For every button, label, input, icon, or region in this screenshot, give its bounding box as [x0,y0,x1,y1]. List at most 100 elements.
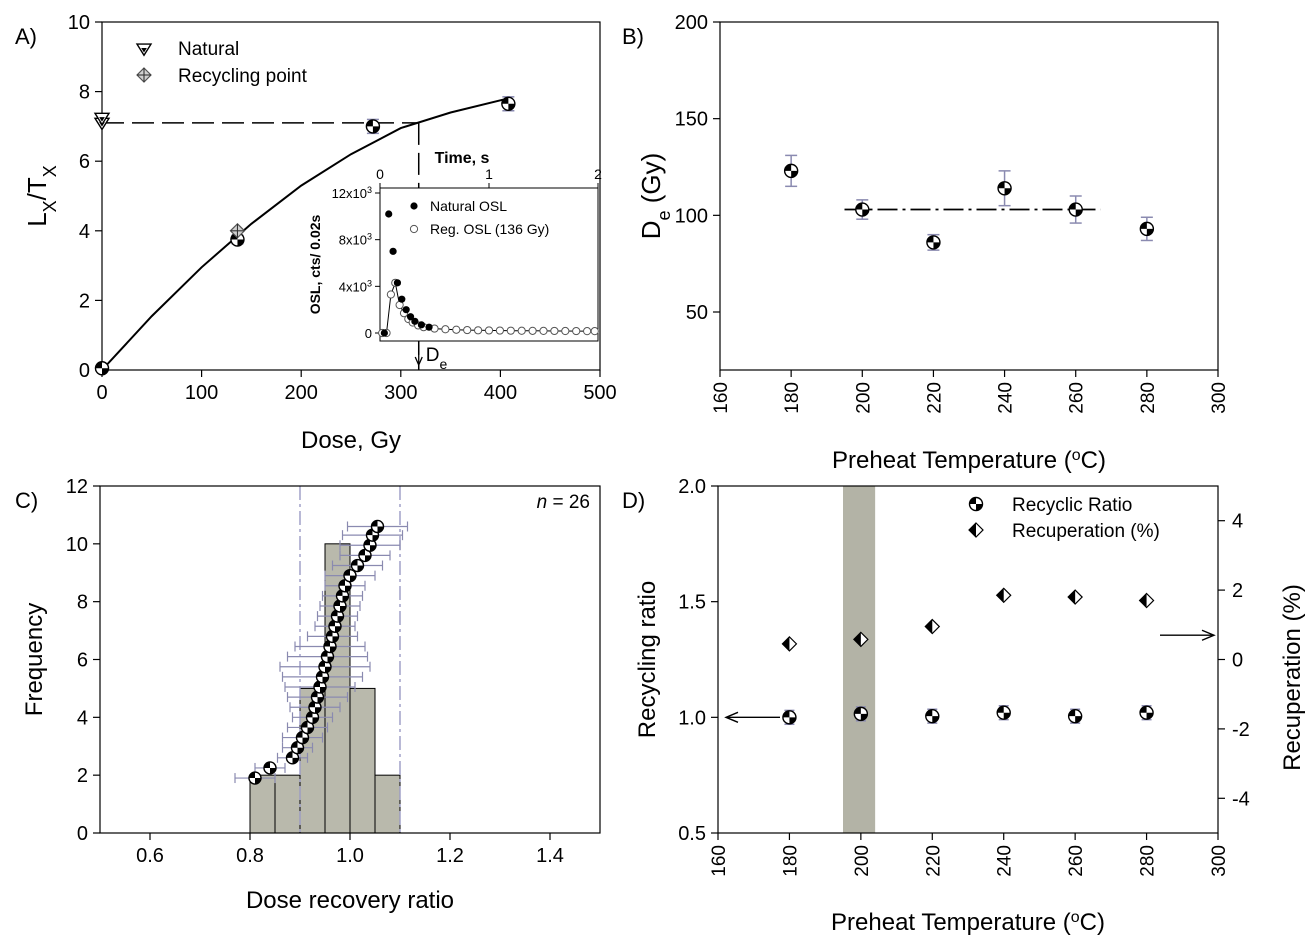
data-point-recuperation [924,618,941,635]
marker-q2 [307,727,314,734]
panel-d: D)160 180 200 220 240 260 280 3000.51.01.52.0-4… [622,476,1306,936]
inset-point-reg [495,326,504,335]
data-point [363,538,377,552]
x-tick-label: 1.4 [536,845,564,867]
inset-legend-marker-reg [409,224,419,234]
marker-q1 [855,203,863,210]
marker-q2 [320,686,326,693]
y-tick-label: 50 [686,302,708,324]
de-label-main: D [426,345,440,366]
natural-point [93,112,111,126]
inset-point-natural [406,313,415,321]
marker-q1 [364,539,370,546]
inset-point-reg [441,325,450,334]
panel-label: B) [622,24,644,49]
marker-q2 [322,676,329,683]
panel-c: C) 0.6 0.8 1.0 1.2 1.4 0 2 4 6 8 10 12 Dose recovery … [15,476,601,914]
y-tick-label: 6 [79,151,90,173]
marker-half [1139,593,1147,608]
x-tick-label: 240 [995,845,1016,877]
x-axis-label: Preheat Temperature (oC) [831,909,1105,937]
marker-q1 [291,741,298,748]
marker-q1 [1069,203,1076,210]
y-tick-label: 150 [675,109,708,131]
marker-q1 [311,691,318,698]
marker-q2 [342,595,349,602]
data-point-ratio [1139,705,1154,720]
marker-q1 [309,701,315,708]
inset-y-tick-exp: 3 [367,278,372,288]
inset-point-reg [484,326,494,335]
y-axis-label: Recycling ratio [634,581,661,738]
marker-q1 [782,710,790,718]
marker-q2 [337,616,344,623]
marker-q2 [1075,209,1083,217]
histogram-bar [274,774,301,834]
marker-q1 [331,610,338,617]
marker-q2 [1004,188,1012,195]
inset-point-reg [517,326,526,335]
y-tick-label: 0 [79,360,90,382]
marker-half [969,523,976,537]
marker-q1 [321,650,328,657]
data-point-ratio [853,706,869,722]
marker-q2 [237,239,244,246]
data-point [325,629,340,644]
marker-q1 [339,579,345,586]
data-point [94,361,110,376]
x-tick-label: 220 [923,845,944,877]
x-label-sup: o [1072,447,1081,464]
y-tick-label: 10 [66,534,88,556]
de-arrow-head [414,356,423,367]
marker-q2 [976,504,983,511]
inset-y-tick-label: 0 [365,326,372,341]
inset-point-reg [528,326,537,335]
y2-tick-label: 4 [1232,511,1243,533]
inset-point-reg [539,326,548,335]
y-label-mid: /T [22,177,52,200]
marker-q2 [325,666,331,673]
marker-q1 [95,361,102,369]
marker-half [782,636,790,651]
x-axis-label: Dose, Gy [301,427,401,454]
histogram-bar [374,774,401,834]
data-point-ratio [996,705,1011,720]
y2-tick-label: 0 [1232,650,1243,672]
marker-q1 [366,529,373,536]
inset-y-tick-label: 8x103 [339,232,372,248]
data-point [926,235,941,250]
plot-frame [719,21,1219,371]
marker-q1 [969,497,976,504]
y-tick-label: 4 [77,707,88,729]
data-point [1068,202,1083,217]
marker-q2 [330,646,336,653]
marker-q1 [326,630,333,637]
marker-q2 [292,757,299,764]
y-label-sub: X [40,165,60,177]
panel-label: D) [622,488,645,513]
data-point [295,730,310,745]
data-point-recuperation [853,631,869,648]
inset-point-reg [550,326,559,336]
de-label-sub: e [439,356,447,372]
inset-point-natural [398,295,406,303]
y-tick-label: 1.0 [678,707,706,729]
data-point [1139,221,1155,237]
marker-q1 [296,731,303,738]
y-tick-label: 100 [675,205,708,227]
marker-q1 [336,589,343,596]
marker-q2 [1003,712,1011,720]
x-tick-label: 500 [583,382,616,404]
data-point [315,670,330,684]
y-label-main: L [22,212,52,226]
inset-point-natural [411,317,419,325]
marker-q1 [316,670,323,677]
inset-frame [379,187,599,342]
marker-q1 [359,549,365,556]
x-tick-label: 200 [853,382,874,414]
marker-q2 [791,170,798,178]
inset-point-natural [417,321,426,329]
x-tick-label: 400 [484,382,517,404]
